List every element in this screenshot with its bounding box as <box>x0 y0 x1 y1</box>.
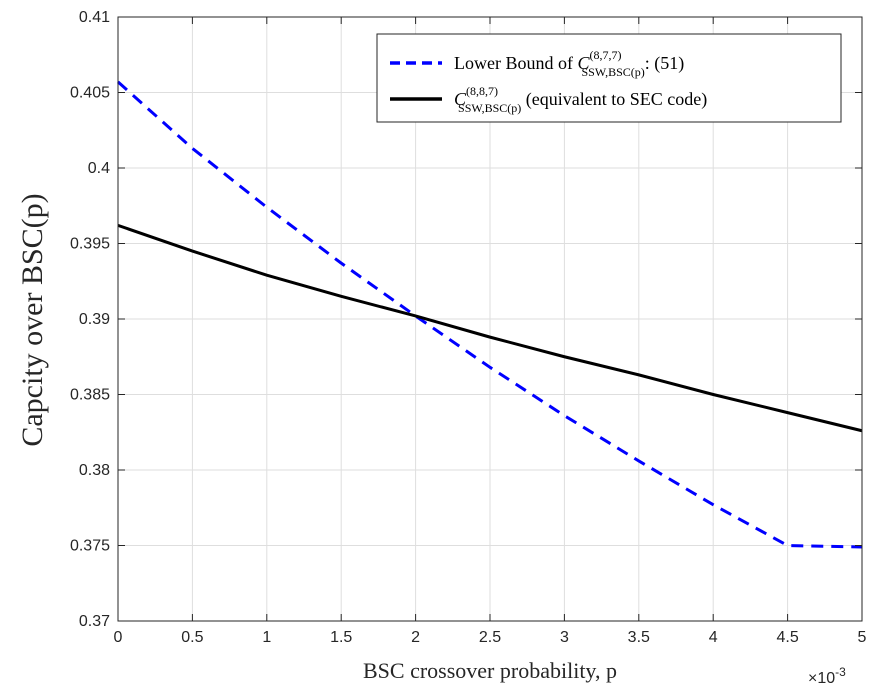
legend-label-lower-bound: Lower Bound of C(8,7,7) SSW,BSC(p): (51) <box>454 48 684 79</box>
y-tick-label: 0.375 <box>70 538 110 555</box>
x-tick-label: 0 <box>114 629 123 646</box>
y-tick-label: 0.39 <box>79 311 110 328</box>
x-tick-label: 2.5 <box>479 629 501 646</box>
x-tick-label: 3.5 <box>628 629 650 646</box>
axis-ticks <box>117 16 863 622</box>
x-tick-label: 0.5 <box>181 629 203 646</box>
legend-entry-sec-code: C(8,8,7) SSW,BSC(p) (equivalent to SEC co… <box>390 84 707 115</box>
x-tick-label: 1 <box>262 629 271 646</box>
y-tick-label: 0.37 <box>79 613 110 630</box>
y-tick-label: 0.4 <box>88 160 110 177</box>
y-tick-label: 0.385 <box>70 387 110 404</box>
x-tick-labels: 0 0.5 1 1.5 2 2.5 3 3.5 4 4.5 5 <box>114 629 867 646</box>
y-tick-label: 0.395 <box>70 236 110 253</box>
series-layer <box>117 80 863 549</box>
x-tick-label: 5 <box>858 629 867 646</box>
y-tick-labels: 0.37 0.375 0.38 0.385 0.39 0.395 0.4 0.405 0.41 <box>70 9 110 630</box>
x-axis-label: BSC crossover probability, p <box>363 658 617 683</box>
y-tick-label: 0.38 <box>79 462 110 479</box>
y-axis-label: Capcity over BSC(p) <box>16 193 49 446</box>
x-tick-label: 2 <box>411 629 420 646</box>
y-tick-label: 0.41 <box>79 9 110 26</box>
y-tick-label: 0.405 <box>70 85 110 102</box>
series-line-lower-bound <box>117 80 863 549</box>
x-tick-label: 1.5 <box>330 629 352 646</box>
legend-entry-lower-bound: Lower Bound of C(8,7,7) SSW,BSC(p): (51) <box>390 48 684 79</box>
x-tick-label: 3 <box>560 629 569 646</box>
legend: Lower Bound of C(8,7,7) SSW,BSC(p): (51) … <box>376 33 842 123</box>
x-tick-label: 4.5 <box>776 629 798 646</box>
legend-box <box>376 33 842 123</box>
x-tick-label: 4 <box>709 629 718 646</box>
legend-label-sec-code: C(8,8,7) SSW,BSC(p) (equivalent to SEC co… <box>454 84 707 115</box>
series-line-sec-code <box>117 223 863 433</box>
x-axis-exponent: ×10-3 <box>808 665 846 687</box>
